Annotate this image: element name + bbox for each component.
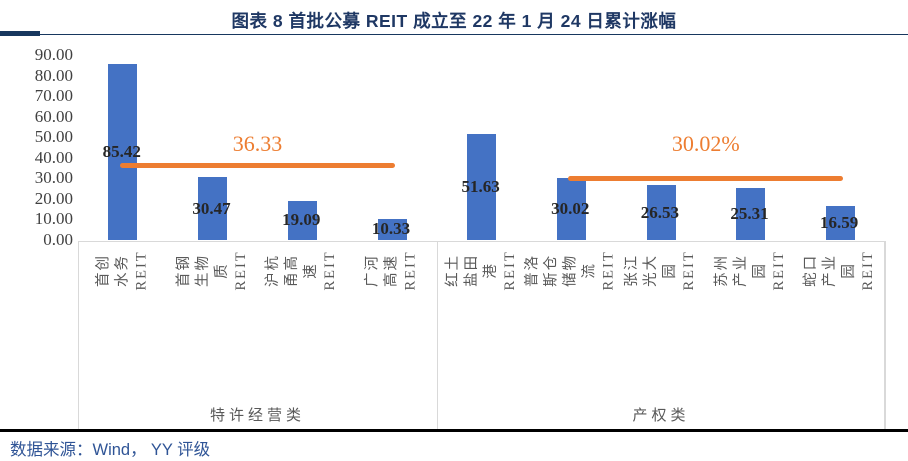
bar-8 (736, 187, 766, 240)
bar-2 (198, 177, 228, 240)
bar-value-label: 16.59 (819, 212, 859, 232)
title-rule-accent (0, 31, 40, 36)
bar-7 (646, 185, 676, 240)
average-line (568, 175, 844, 182)
category-label: 红土盐田港REIT (444, 250, 518, 291)
y-axis-tick-label: 40.00 (34, 147, 73, 167)
y-axis-tick-label: 30.00 (34, 168, 73, 188)
bar-4 (377, 218, 407, 240)
group-divider-line (436, 240, 438, 430)
bar-3 (287, 200, 317, 240)
category-label: 广河高速REIT (364, 250, 419, 291)
y-axis-tick-label: 70.00 (34, 86, 73, 106)
category-label-cell: 苏州产业园REIT (706, 248, 796, 400)
y-axis-tick-label: 60.00 (34, 106, 73, 126)
category-label-cell: 红土盐田港REIT (437, 248, 527, 400)
plot-frame-right-border (884, 240, 886, 430)
category-label: 沪杭甬高速REIT (265, 250, 339, 291)
category-label-cell: 普洛斯仓储物流 REIT (524, 248, 617, 400)
bar-5 (467, 133, 497, 240)
axis-group-label: 特许经营类 (209, 408, 305, 424)
bar-value-label: 25.31 (730, 203, 769, 223)
category-label-cell: 张江光大园REIT (616, 248, 706, 400)
average-line-label: 30.02% (671, 131, 740, 156)
bar-value-label: 30.47 (192, 198, 231, 218)
average-line-label: 36.33 (232, 131, 283, 156)
y-axis-tick-label: 50.00 (34, 127, 73, 147)
category-label-cell: 首创水务REIT (78, 248, 168, 400)
category-axis-line (78, 240, 885, 242)
plot-frame-left-border (77, 240, 79, 430)
category-label-cell: 首钢生物质REIT (168, 248, 258, 400)
bar-6 (556, 178, 586, 240)
y-axis-tick-label: 90.00 (34, 45, 73, 65)
figure-title: 图表 8 首批公募 REIT 成立至 22 年 1 月 24 日累计涨幅 (231, 11, 677, 31)
axis-group-label: 产权类 (632, 408, 690, 424)
category-label-cell: 沪杭甬高速REIT (258, 248, 348, 400)
bar-value-label: 30.02 (551, 199, 590, 219)
category-label: 张江光大园REIT (623, 250, 697, 291)
bar-9 (825, 205, 855, 240)
category-label: 蛇口产业园REIT (803, 250, 877, 291)
y-axis-tick-label: 20.00 (34, 188, 73, 208)
bottom-rule (0, 429, 908, 432)
title-rule (0, 33, 908, 35)
category-label: 首创水务REIT (95, 250, 150, 291)
bar-value-label: 85.42 (102, 142, 141, 162)
bar-value-label: 26.53 (640, 202, 679, 222)
y-axis-tick-label: 0.00 (43, 230, 73, 249)
bar-1 (108, 64, 138, 240)
category-label-cell: 广河高速REIT (347, 248, 437, 400)
y-axis-tick-label: 10.00 (34, 209, 73, 229)
average-line (119, 162, 396, 169)
category-label: 苏州产业园REIT (713, 250, 787, 291)
category-label-cell: 蛇口产业园REIT (795, 248, 885, 400)
category-label: 普洛斯仓储物流 REIT (524, 250, 617, 291)
bar-value-label: 19.09 (282, 210, 321, 230)
source-note: 数据来源：Wind， YY 评级 (10, 441, 211, 459)
bar-value-label: 51.63 (461, 176, 500, 196)
category-label: 首钢生物质REIT (175, 250, 249, 291)
bar-value-label: 10.33 (371, 219, 411, 239)
y-axis-tick-label: 80.00 (34, 65, 73, 85)
